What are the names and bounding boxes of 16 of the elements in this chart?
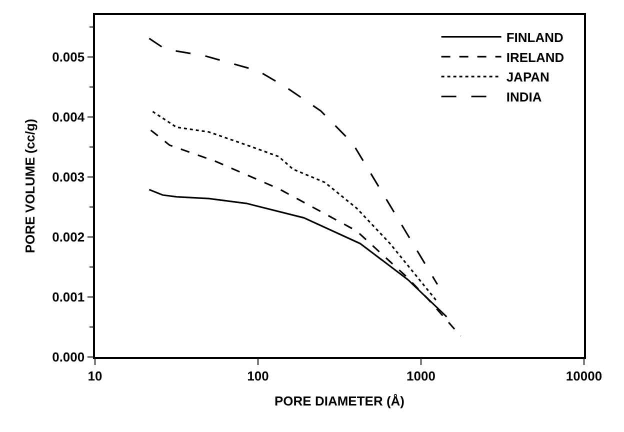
x-axis-title: PORE DIAMETER (Å)	[274, 393, 404, 408]
y-tick-label: 0.004	[52, 110, 86, 125]
x-tick-label: 10000	[566, 368, 602, 384]
y-tick-label: 0.001	[52, 290, 85, 305]
y-tick-label: 0.002	[52, 230, 85, 245]
x-tick-label: 100	[247, 368, 269, 384]
x-tick-label: 1000	[406, 368, 436, 384]
y-axis-title: PORE VOLUME (cc/g)	[22, 118, 38, 254]
y-tick-label: 0.000	[52, 350, 85, 365]
legend-label: INDIA	[506, 90, 542, 105]
legend-label: JAPAN	[506, 70, 550, 85]
y-tick-label: 0.005	[52, 50, 85, 65]
y-tick-label: 0.003	[52, 170, 85, 185]
legend-label: IRELAND	[506, 50, 564, 65]
legend-label: FINLAND	[506, 30, 564, 45]
x-tick-label: 10	[88, 368, 102, 384]
